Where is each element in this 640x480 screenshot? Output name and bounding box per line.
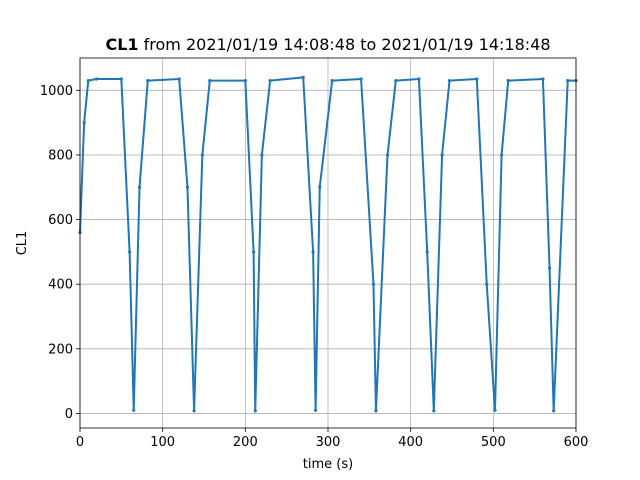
data-point bbox=[566, 79, 570, 83]
y-tick-label: 0 bbox=[65, 407, 73, 422]
x-tick-label: 500 bbox=[481, 435, 506, 450]
data-point bbox=[318, 185, 322, 189]
grid bbox=[79, 58, 577, 428]
data-point bbox=[541, 77, 545, 81]
data-point bbox=[185, 185, 190, 189]
data-point bbox=[243, 79, 247, 83]
data-point bbox=[132, 408, 136, 412]
x-tick-label: 400 bbox=[398, 435, 423, 450]
data-point bbox=[208, 79, 212, 83]
y-tick-label: 800 bbox=[48, 148, 73, 163]
data-point bbox=[447, 79, 452, 83]
y-tick-label: 600 bbox=[48, 213, 73, 228]
data-point bbox=[301, 75, 305, 79]
data-point bbox=[500, 153, 504, 157]
data-point bbox=[394, 79, 398, 83]
data-point bbox=[192, 409, 196, 413]
data-point bbox=[506, 79, 510, 83]
chart-title-rest: from 2021/01/19 14:08:48 to 2021/01/19 1… bbox=[139, 35, 551, 54]
data-point bbox=[493, 408, 497, 412]
data-point bbox=[268, 79, 272, 83]
y-tick-label: 400 bbox=[48, 278, 73, 293]
x-tick-label: 200 bbox=[233, 435, 258, 450]
x-axis-label: time (s) bbox=[303, 457, 353, 472]
data-point bbox=[432, 409, 436, 413]
data-point bbox=[137, 185, 142, 189]
data-point bbox=[252, 250, 256, 254]
y-tick-label: 1000 bbox=[40, 84, 73, 99]
data-point bbox=[425, 250, 429, 254]
x-tick-label: 300 bbox=[316, 435, 341, 450]
data-point bbox=[374, 409, 378, 413]
series-layer bbox=[78, 75, 578, 413]
data-point bbox=[314, 408, 318, 412]
ticks: 0 100 200 300 400 500 600 0 200 400 600 800 1000 bbox=[40, 84, 589, 450]
y-axis-label: CL1 bbox=[15, 231, 30, 256]
data-point bbox=[371, 282, 376, 286]
data-point bbox=[119, 77, 123, 81]
x-tick-label: 0 bbox=[76, 435, 84, 450]
data-point bbox=[311, 250, 315, 254]
x-tick-label: 600 bbox=[564, 435, 589, 450]
data-point bbox=[128, 250, 132, 254]
chart-title: CL1 from 2021/01/19 14:08:48 to 2021/01/… bbox=[105, 35, 550, 54]
data-point bbox=[417, 77, 421, 81]
series-line bbox=[79, 76, 576, 412]
data-point bbox=[552, 409, 556, 413]
data-point bbox=[260, 153, 264, 157]
data-point bbox=[200, 153, 204, 157]
data-point bbox=[359, 77, 363, 81]
data-point bbox=[82, 121, 86, 125]
y-tick-label: 200 bbox=[48, 342, 73, 357]
data-point bbox=[330, 79, 334, 83]
data-point bbox=[177, 77, 181, 81]
data-point bbox=[440, 153, 444, 157]
data-point bbox=[86, 79, 90, 83]
data-point bbox=[485, 282, 489, 286]
data-point bbox=[253, 409, 257, 413]
x-tick-label: 100 bbox=[150, 435, 175, 450]
data-point bbox=[547, 266, 552, 270]
chart-title-bold: CL1 bbox=[105, 35, 138, 54]
data-point bbox=[385, 153, 390, 157]
data-point bbox=[94, 77, 99, 81]
data-point bbox=[146, 79, 150, 83]
data-point bbox=[475, 77, 479, 81]
